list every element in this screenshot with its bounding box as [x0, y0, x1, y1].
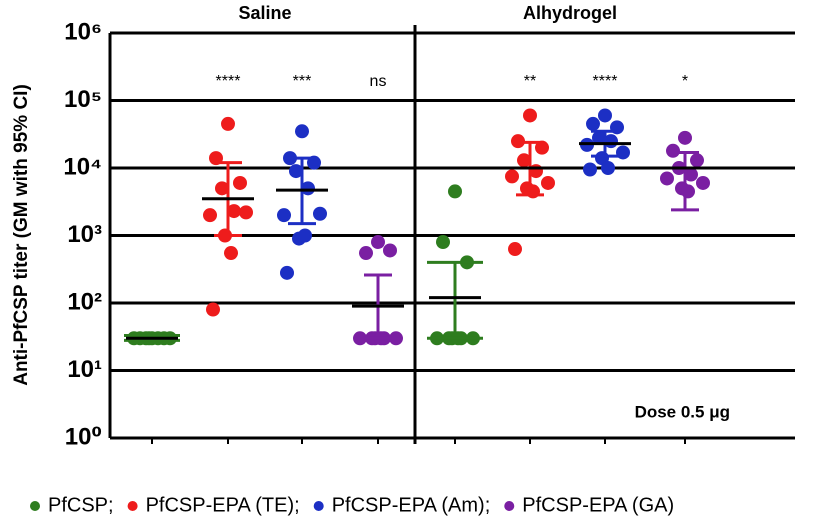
annotation: Dose 0.5 μg	[635, 402, 730, 421]
data-point	[592, 130, 606, 145]
data-point	[383, 243, 397, 258]
data-point	[523, 108, 537, 123]
data-point	[313, 206, 327, 221]
legend-label: PfCSP-EPA (Am)	[332, 494, 485, 516]
data-point	[660, 171, 674, 186]
data-point	[601, 161, 615, 175]
data-point	[517, 153, 531, 168]
data-point	[298, 228, 312, 243]
data-point	[583, 162, 597, 177]
data-point	[684, 167, 698, 182]
y-tick-label: 10⁰	[65, 423, 102, 450]
y-tick-label: 10⁵	[64, 86, 102, 113]
data-point	[586, 116, 600, 131]
data-point	[233, 175, 247, 190]
data-point	[359, 246, 373, 261]
data-point	[508, 242, 522, 257]
legend-label: PfCSP	[48, 494, 108, 516]
significance-label: ****	[593, 73, 618, 90]
y-tick-label: 10¹	[67, 356, 102, 383]
data-point	[295, 124, 309, 139]
significance-label: **	[524, 73, 536, 90]
data-point	[696, 175, 710, 190]
y-tick-label: 10³	[67, 221, 102, 248]
data-point	[541, 175, 555, 190]
data-point	[690, 153, 704, 168]
y-tick-label: 10⁶	[64, 18, 102, 45]
data-point	[666, 143, 680, 158]
panel-title: Alhydrogel	[523, 3, 617, 23]
legend-label: PfCSP-EPA (GA)	[522, 494, 674, 516]
data-point	[505, 169, 519, 184]
data-point	[221, 116, 235, 131]
legend-label: PfCSP-EPA (TE)	[146, 494, 295, 516]
data-point	[277, 208, 291, 223]
data-point	[448, 184, 462, 199]
significance-label: ****	[216, 73, 241, 90]
legend-separator: ;	[485, 494, 491, 516]
significance-label: *	[682, 73, 688, 90]
data-point	[227, 204, 241, 219]
data-point	[436, 235, 450, 250]
legend-separator: ;	[294, 494, 300, 516]
data-point	[371, 235, 385, 250]
y-tick-label: 10⁴	[63, 153, 102, 180]
y-axis-label: Anti-PfCSP titer (GM with 95% CI)	[11, 84, 32, 386]
data-point	[598, 108, 612, 123]
data-point	[203, 208, 217, 223]
panel-title: Saline	[238, 3, 291, 23]
data-point	[224, 246, 238, 261]
data-point	[206, 302, 220, 317]
data-point	[215, 181, 229, 196]
legend-marker	[127, 501, 138, 511]
significance-label: ***	[293, 73, 312, 90]
legend-separator: ;	[108, 494, 114, 516]
legend-marker	[504, 501, 515, 511]
data-point	[239, 205, 253, 220]
significance-label: ns	[370, 73, 387, 90]
legend-marker	[313, 501, 324, 511]
data-point	[535, 140, 549, 155]
data-point	[301, 181, 315, 196]
data-point	[289, 164, 303, 179]
y-tick-label: 10²	[67, 288, 102, 315]
data-point	[389, 331, 403, 346]
data-point	[353, 331, 367, 346]
data-point	[681, 184, 695, 199]
data-point	[616, 145, 630, 160]
data-point	[280, 265, 294, 280]
legend-marker	[30, 501, 40, 511]
data-point	[678, 130, 692, 145]
